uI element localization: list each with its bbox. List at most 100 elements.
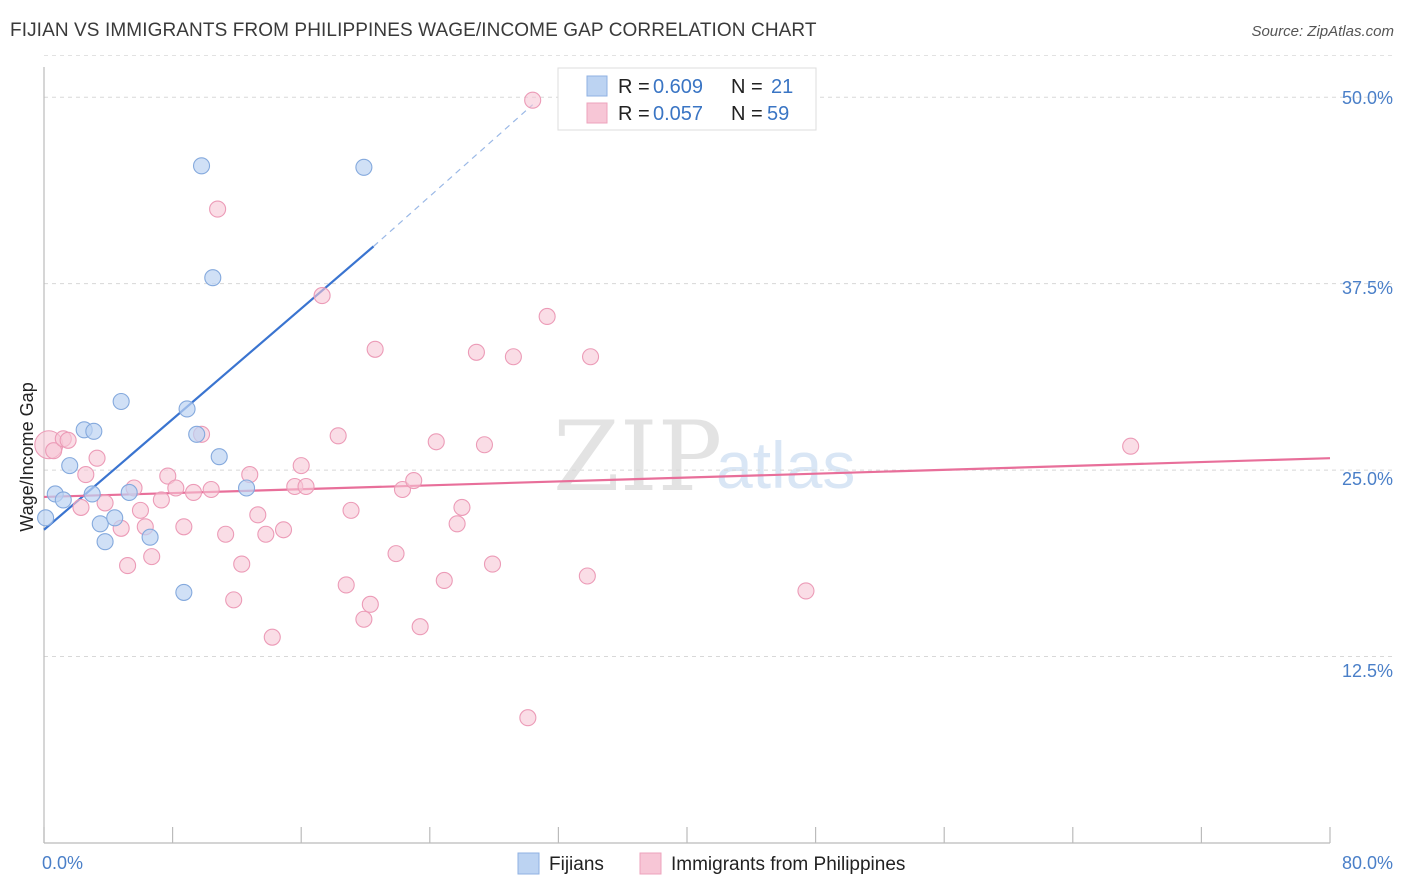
legend-r-label-fijians: R =: [618, 76, 650, 98]
point-philippines: [467, 343, 485, 361]
point-philippines: [524, 91, 542, 109]
bottom-legend-swatch-philippines: [639, 852, 662, 875]
legend-swatch-fijians: [586, 75, 608, 97]
point-philippines: [88, 449, 106, 467]
point-fijians: [61, 457, 79, 475]
point-fijians: [204, 269, 222, 287]
point-philippines: [257, 525, 275, 543]
point-philippines: [578, 567, 596, 585]
point-fijians: [85, 422, 103, 440]
point-philippines: [59, 431, 77, 449]
point-fijians: [175, 583, 193, 601]
y-tick-label-50: 50.0%: [1342, 88, 1393, 108]
point-philippines: [342, 501, 360, 519]
point-philippines: [1122, 437, 1140, 455]
bottom-legend-label-fijians: Fijians: [549, 854, 604, 875]
x-tick-label-max: 80.0%: [1342, 853, 1393, 873]
point-fijians: [210, 448, 228, 466]
point-fijians: [141, 528, 159, 546]
point-fijians: [83, 485, 101, 503]
trend-line-philippines: [43, 457, 1331, 499]
legend-n-value-philippines: 59: [767, 103, 789, 125]
point-fijians: [120, 483, 138, 502]
point-philippines: [329, 427, 347, 445]
point-philippines: [366, 340, 384, 358]
bottom-legend-label-philippines: Immigrants from Philippines: [671, 854, 905, 875]
point-philippines: [405, 471, 423, 490]
legend-r-label-philippines: R =: [618, 103, 650, 125]
point-philippines: [411, 618, 429, 636]
y-tick-label-12-5: 12.5%: [1342, 661, 1393, 681]
point-philippines: [435, 571, 453, 590]
point-philippines: [427, 433, 445, 451]
legend-swatch-philippines: [586, 102, 608, 124]
point-philippines: [297, 477, 315, 496]
y-tick-label-25: 25.0%: [1342, 469, 1393, 489]
point-philippines: [45, 442, 63, 460]
point-philippines: [263, 628, 281, 646]
source-credit: Source: ZipAtlas.com: [1251, 23, 1394, 40]
point-fijians: [91, 515, 109, 533]
point-philippines: [448, 515, 466, 533]
legend-n-label-fijians: N =: [731, 76, 763, 98]
point-fijians: [188, 425, 206, 443]
y-tick-label-37-5: 37.5%: [1342, 278, 1393, 298]
point-philippines: [184, 483, 203, 502]
point-philippines: [274, 521, 293, 539]
point-philippines: [119, 557, 137, 575]
legend-r-value-fijians: 0.609: [653, 76, 703, 98]
watermark-atlas: atlas: [716, 428, 855, 502]
x-tick-label-min: 0.0%: [42, 853, 83, 873]
point-philippines: [167, 479, 185, 497]
point-fijians: [192, 157, 211, 175]
legend-n-label-philippines: N =: [731, 103, 763, 125]
point-philippines: [209, 200, 227, 218]
point-philippines: [355, 610, 373, 628]
point-philippines: [292, 457, 310, 475]
point-philippines: [519, 709, 537, 727]
point-philippines: [797, 582, 815, 600]
legend-r-value-philippines: 0.057: [653, 103, 703, 125]
point-fijians: [355, 158, 373, 176]
watermark-zip: ZIP: [553, 401, 722, 513]
point-philippines: [175, 518, 193, 536]
point-philippines: [581, 348, 600, 366]
point-philippines: [152, 491, 170, 509]
point-philippines: [202, 480, 220, 499]
point-fijians: [37, 509, 55, 527]
trend-line-fijians-extension: [373, 104, 534, 247]
point-fijians: [106, 509, 124, 527]
chart-title: FIJIAN VS IMMIGRANTS FROM PHILIPPINES WA…: [10, 20, 817, 41]
stats-legend: R = 0.609 N = 21 R = 0.057 N = 59: [557, 67, 817, 131]
point-philippines: [96, 494, 114, 512]
point-philippines: [72, 498, 90, 516]
point-philippines: [313, 287, 331, 305]
point-philippines: [143, 548, 161, 566]
y-axis-label: Wage/Income Gap: [17, 382, 37, 531]
point-philippines: [249, 506, 267, 524]
point-philippines: [453, 498, 471, 516]
point-philippines: [159, 467, 177, 485]
point-philippines: [504, 348, 522, 366]
bottom-legend-swatch-fijians: [517, 852, 540, 875]
point-fijians: [178, 400, 196, 418]
point-fijians: [237, 479, 256, 497]
point-philippines: [225, 591, 243, 609]
point-philippines: [475, 436, 494, 454]
point-philippines: [77, 466, 95, 484]
point-philippines: [217, 525, 235, 543]
point-fijians: [112, 392, 130, 411]
series-legend: Fijians Immigrants from Philippines: [517, 852, 905, 875]
data-points: [34, 91, 1140, 727]
point-fijians: [96, 533, 114, 551]
point-philippines: [538, 307, 556, 326]
point-philippines: [483, 555, 502, 573]
point-fijians: [54, 491, 72, 509]
point-philippines: [131, 501, 149, 519]
point-philippines: [393, 480, 412, 499]
legend-n-value-fijians: 21: [771, 76, 793, 98]
point-philippines: [233, 555, 251, 573]
point-philippines: [361, 595, 379, 613]
point-philippines: [387, 545, 405, 563]
